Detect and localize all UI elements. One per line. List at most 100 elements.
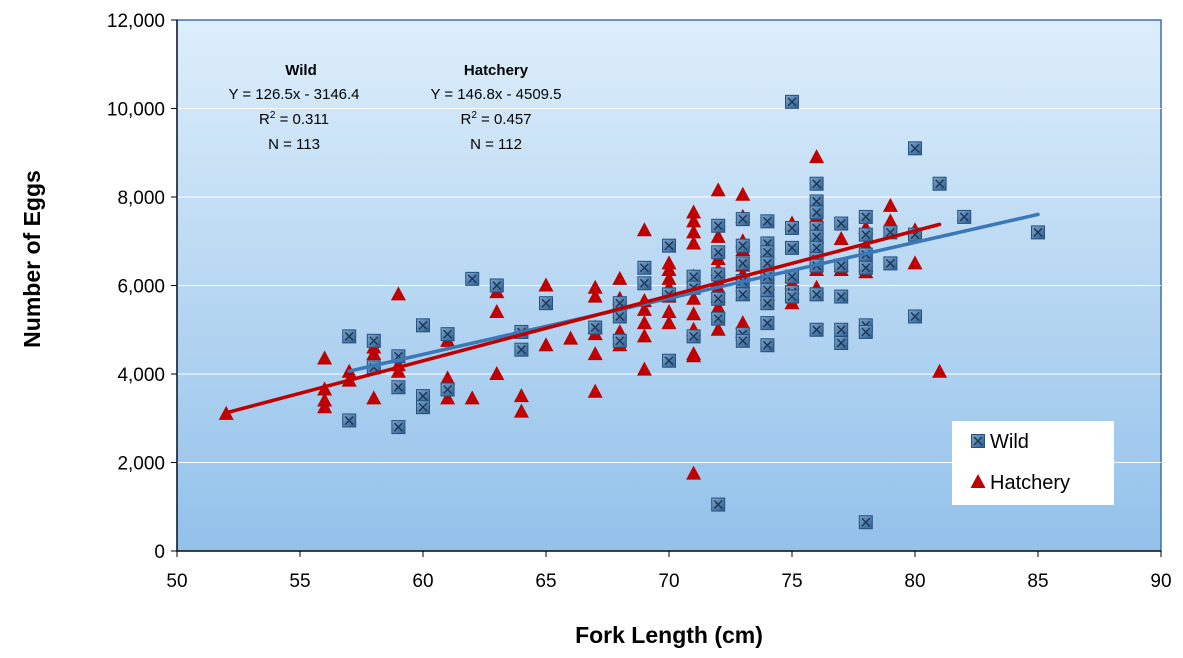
wild-point xyxy=(588,320,603,335)
wild-annotation-r2: R2 = 0.311 xyxy=(259,110,329,128)
wild-point xyxy=(785,220,799,235)
wild-point xyxy=(760,316,775,331)
hatchery-point xyxy=(538,277,554,292)
hatchery-point xyxy=(587,279,603,294)
wild-point xyxy=(834,322,849,337)
hatchery-point xyxy=(735,186,751,201)
x-tick-label: 60 xyxy=(412,571,433,592)
wild-point xyxy=(366,333,381,348)
x-tick-label: 70 xyxy=(658,571,679,592)
hatchery-point xyxy=(882,213,898,228)
wild-point xyxy=(711,218,726,233)
wild-point xyxy=(908,309,922,324)
y-tick-label: 2,000 xyxy=(117,454,165,475)
wild-point xyxy=(834,336,849,351)
wild-annotation-title: Wild xyxy=(285,62,317,79)
hatchery-annotation-title: Hatchery xyxy=(464,62,529,79)
legend: Wild Hatchery xyxy=(952,421,1114,505)
wild-point xyxy=(834,289,849,304)
hatchery-annotation: Hatchery Y = 146.8x - 4509.5 R2 = 0.457 … xyxy=(430,62,561,153)
y-tick-label: 6,000 xyxy=(117,277,165,298)
wild-point xyxy=(662,238,676,253)
x-tick-label: 85 xyxy=(1027,571,1048,592)
hatchery-annotation-equation: Y = 146.8x - 4509.5 xyxy=(430,86,561,103)
y-axis-title: Number of Eggs xyxy=(19,170,45,348)
hatchery-point xyxy=(366,390,382,405)
wild-point xyxy=(809,229,824,244)
hatchery-point xyxy=(907,255,923,270)
wild-point xyxy=(809,176,824,191)
wild-point xyxy=(834,216,849,231)
x-tick-label: 90 xyxy=(1150,571,1171,592)
wild-point xyxy=(735,212,750,227)
hatchery-annotation-r2: R2 = 0.457 xyxy=(460,110,531,128)
hatchery-point xyxy=(809,149,825,164)
hatchery-point xyxy=(686,465,702,480)
hatchery-point xyxy=(932,363,948,378)
hatchery-point xyxy=(636,361,652,376)
hatchery-point xyxy=(440,390,456,405)
hatchery-point xyxy=(686,235,702,250)
hatchery-point xyxy=(636,222,652,237)
wild-point xyxy=(858,324,873,339)
wild-point xyxy=(686,329,701,344)
hatchery-point xyxy=(686,224,702,239)
wild-point xyxy=(858,515,873,530)
legend-hatchery-marker-icon xyxy=(970,474,986,488)
wild-point xyxy=(711,497,726,512)
wild-annotation-equation: Y = 126.5x - 3146.4 xyxy=(228,86,359,103)
wild-point xyxy=(858,227,873,242)
hatchery-point xyxy=(710,321,726,336)
hatchery-point xyxy=(636,328,652,343)
hatchery-point xyxy=(686,290,702,305)
y-tick-label: 8,000 xyxy=(117,188,165,209)
hatchery-annotation-n: N = 112 xyxy=(470,136,522,153)
trendlines xyxy=(224,212,1040,415)
wild-point xyxy=(711,267,726,282)
hatchery-point xyxy=(489,366,505,380)
wild-point xyxy=(489,278,504,293)
y-tick-label: 12,000 xyxy=(107,11,165,32)
wild-point xyxy=(440,327,455,342)
wild-point xyxy=(760,338,775,353)
hatchery-point xyxy=(390,363,406,378)
wild-point xyxy=(760,214,775,229)
wild-point xyxy=(711,291,726,306)
hatchery-point xyxy=(686,204,702,219)
hatchery-point xyxy=(390,286,406,301)
hatchery-point xyxy=(513,388,529,403)
hatchery-point xyxy=(661,304,677,319)
hatchery-trendline xyxy=(224,222,942,415)
wild-point xyxy=(416,318,430,333)
wild-point xyxy=(637,276,652,291)
legend-hatchery-label: Hatchery xyxy=(990,472,1070,494)
wild-point xyxy=(760,282,775,297)
hatchery-point xyxy=(710,182,726,197)
hatchery-point xyxy=(563,330,579,345)
wild-point xyxy=(735,333,750,348)
x-axis-title: Fork Length (cm) xyxy=(575,622,763,648)
wild-point xyxy=(883,256,898,271)
wild-point xyxy=(416,400,430,415)
wild-point xyxy=(612,309,627,324)
legend-wild-label: Wild xyxy=(990,431,1029,453)
hatchery-point xyxy=(735,315,751,330)
wild-annotation: Wild Y = 126.5x - 3146.4 R2 = 0.311 N = … xyxy=(228,62,359,153)
y-tick-label: 0 xyxy=(154,542,165,563)
hatchery-point xyxy=(661,270,677,285)
x-tick-label: 80 xyxy=(904,571,925,592)
hatchery-point xyxy=(538,337,554,352)
wild-point xyxy=(514,342,529,357)
hatchery-point xyxy=(661,315,677,330)
wild-point xyxy=(612,333,627,348)
wild-point xyxy=(735,238,750,253)
y-tick-label: 10,000 xyxy=(107,100,165,121)
hatchery-point xyxy=(710,228,726,243)
hatchery-point xyxy=(440,370,456,385)
hatchery-point xyxy=(317,350,333,365)
hatchery-point xyxy=(882,197,898,212)
wild-point xyxy=(809,287,824,302)
hatchery-point xyxy=(686,348,702,363)
wild-annotation-n: N = 113 xyxy=(268,136,320,153)
wild-point xyxy=(809,205,824,220)
